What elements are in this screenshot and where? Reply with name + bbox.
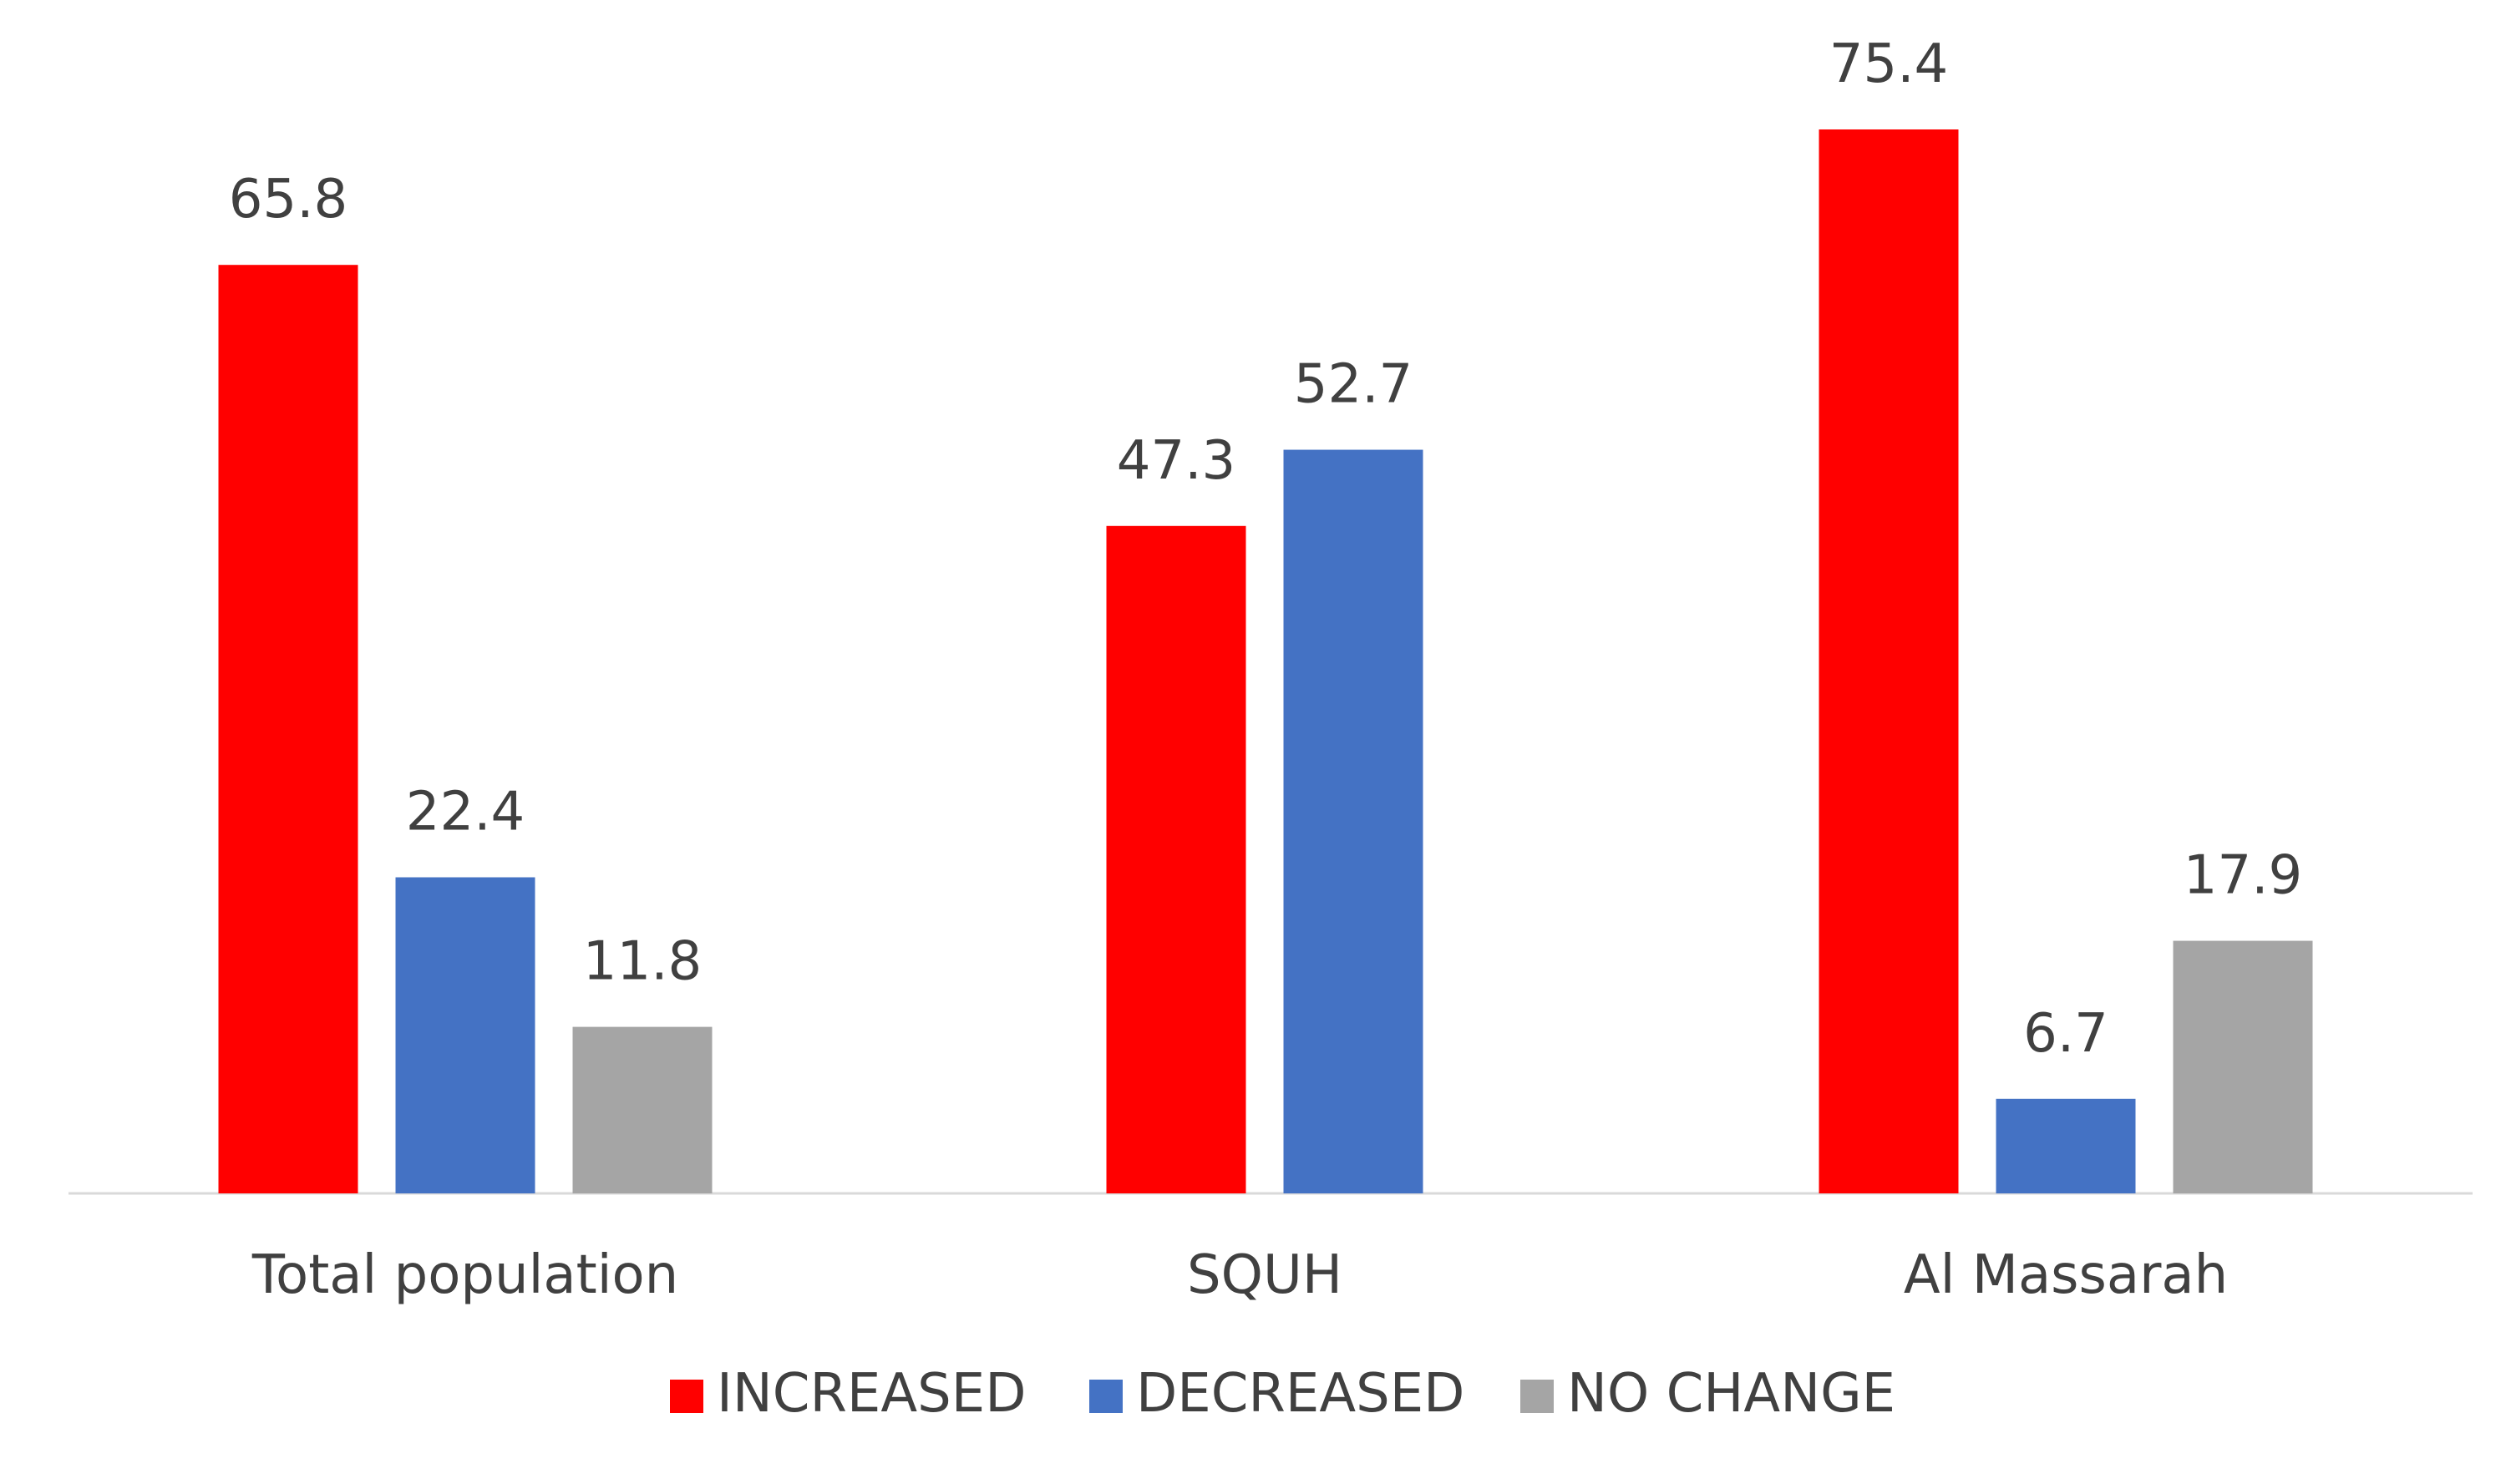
- legend-swatch-decreased: [1089, 1380, 1123, 1413]
- x-tick-label-total-population: Total population: [251, 1244, 678, 1306]
- bar-al-massarah-decreased: [1996, 1098, 2136, 1193]
- bar-total-population-decreased: [395, 877, 535, 1193]
- bar-total-population-increased: [218, 265, 358, 1193]
- bar-al-massarah-increased: [1819, 129, 1959, 1193]
- legend-swatch-no-change: [1520, 1380, 1554, 1413]
- bar-al-massarah-no-change: [2173, 940, 2313, 1193]
- legend: INCREASED DECREASED NO CHANGE: [670, 1363, 1895, 1425]
- legend-swatch-increased: [670, 1380, 703, 1413]
- data-label-al-massarah-increased: 75.4: [1829, 33, 1949, 95]
- data-label-al-massarah-decreased: 6.7: [2023, 1003, 2108, 1065]
- data-label-squh-increased: 47.3: [1117, 430, 1236, 492]
- bar-squh-increased: [1106, 525, 1246, 1193]
- legend-label-no-change: NO CHANGE: [1567, 1363, 1895, 1425]
- data-labels-group: 65.8 22.4 11.8 47.3 52.7 75.4 6.7 17.9: [229, 33, 2303, 1065]
- data-label-total-population-increased: 65.8: [229, 169, 348, 230]
- bar-squh-decreased: [1283, 449, 1423, 1193]
- data-label-al-massarah-no-change: 17.9: [2184, 845, 2303, 907]
- x-tick-label-squh: SQUH: [1187, 1244, 1342, 1306]
- data-label-squh-decreased: 52.7: [1294, 354, 1413, 416]
- legend-label-increased: INCREASED: [717, 1363, 1026, 1425]
- data-label-total-population-decreased: 22.4: [406, 782, 525, 843]
- data-label-total-population-no-change: 11.8: [583, 931, 703, 993]
- bar-total-population-no-change: [572, 1026, 713, 1193]
- x-tick-label-al-massarah: Al Massarah: [1904, 1244, 2228, 1306]
- bars-group: [218, 129, 2313, 1193]
- category-ticks-group: Total population SQUH Al Massarah: [251, 1244, 2228, 1306]
- legend-label-decreased: DECREASED: [1136, 1363, 1464, 1425]
